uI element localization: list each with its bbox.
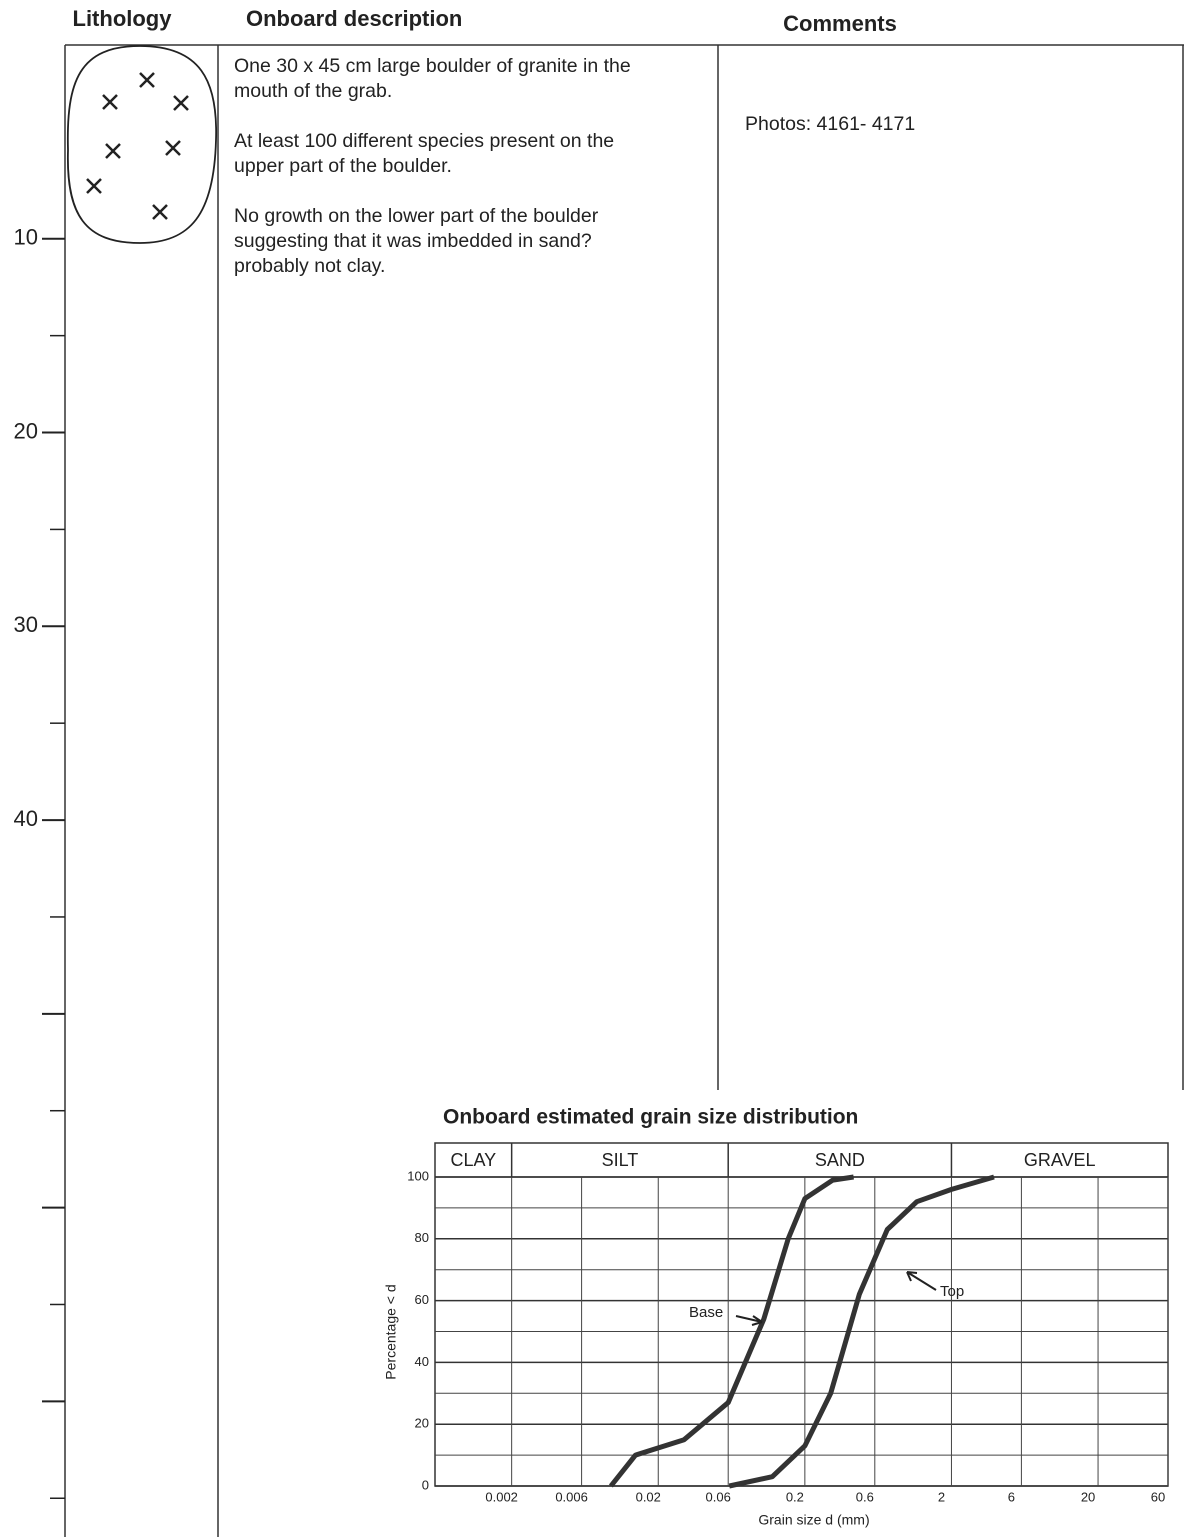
description-header: Onboard description <box>246 6 462 31</box>
series-label: Base <box>689 1304 723 1321</box>
y-tick-label: 60 <box>415 1292 429 1307</box>
grain-size-curve <box>608 1174 854 1488</box>
y-tick-label: 0 <box>422 1477 429 1492</box>
plot-frame <box>434 1142 1169 1487</box>
depth-tick-label: 30 <box>14 612 38 637</box>
description-line: At least 100 different species present o… <box>234 130 614 152</box>
fraction-label: GRAVEL <box>1024 1150 1096 1170</box>
comments-header: Comments <box>783 11 897 36</box>
boulder-symbol <box>66 45 217 244</box>
grain-size-curve <box>728 1174 995 1489</box>
x-tick-label: 0.2 <box>786 1489 804 1504</box>
description-line: probably not clay. <box>234 255 385 277</box>
depth-tick-label: 10 <box>14 225 38 250</box>
fraction-label: SAND <box>815 1150 865 1170</box>
description-line: upper part of the boulder. <box>234 155 452 177</box>
chart-title: Onboard estimated grain size distributio… <box>443 1106 858 1129</box>
x-axis-label: Grain size d (mm) <box>758 1512 869 1528</box>
x-tick-label: 6 <box>1008 1489 1015 1504</box>
y-tick-label: 80 <box>415 1230 429 1245</box>
y-axis-label: Percentage < d <box>383 1284 399 1379</box>
x-tick-label: 0.02 <box>636 1489 661 1504</box>
x-tick-label: 0.6 <box>856 1489 874 1504</box>
lithology-header: Lithology <box>73 6 173 31</box>
annotation-arrow <box>906 1271 937 1291</box>
y-tick-label: 20 <box>415 1416 429 1431</box>
fraction-label: CLAY <box>450 1150 496 1170</box>
fraction-label: SILT <box>602 1150 639 1170</box>
y-tick-label: 40 <box>415 1354 429 1369</box>
x-tick-label: 0.06 <box>706 1489 731 1504</box>
depth-tick-label: 20 <box>14 418 38 443</box>
depth-tick-label: 40 <box>14 806 38 831</box>
table-frame <box>64 44 1184 1537</box>
x-tick-label: 20 <box>1081 1489 1095 1504</box>
y-tick-label: 100 <box>407 1168 429 1183</box>
description-line: One 30 x 45 cm large boulder of granite … <box>234 55 631 77</box>
x-tick-label: 60 <box>1151 1489 1165 1504</box>
series-label: Top <box>940 1283 964 1300</box>
description-line: mouth of the grab. <box>234 80 392 102</box>
x-tick-label: 0.002 <box>485 1489 518 1504</box>
x-tick-label: 2 <box>938 1489 945 1504</box>
description-line: No growth on the lower part of the bould… <box>234 205 599 227</box>
x-tick-label: 0.006 <box>555 1489 588 1504</box>
description-line: suggesting that it was imbedded in sand? <box>234 230 592 252</box>
annotation-arrow <box>735 1315 763 1326</box>
comment-text: Photos: 4161- 4171 <box>745 113 915 135</box>
